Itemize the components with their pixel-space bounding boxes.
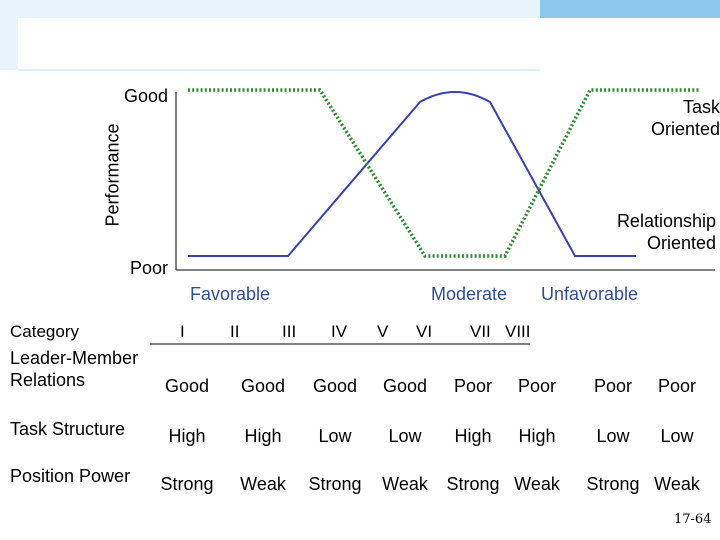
octant-label: IV	[331, 322, 348, 341]
y-tick-good: Good	[124, 86, 169, 106]
octant-label: VIII	[505, 322, 531, 341]
table-cell: Weak	[514, 474, 560, 494]
table-cell: Poor	[593, 376, 633, 396]
table-cell: High	[454, 426, 492, 446]
table-cell: Low	[596, 426, 630, 446]
table-cell: Good	[164, 376, 210, 396]
relationship-oriented-line	[188, 88, 700, 258]
table-cell: High	[168, 426, 206, 446]
table-cell: Poor	[453, 376, 493, 396]
y-tick-poor: Poor	[130, 258, 169, 278]
table-cell: Weak	[240, 474, 286, 494]
table-cell: Strong	[446, 474, 500, 494]
table-cell: Low	[388, 426, 422, 446]
corner-decoration	[0, 0, 720, 71]
table-cell: Good	[240, 376, 286, 396]
series-label-task: Task Oriented	[620, 96, 720, 140]
series-label-task-text: Task Oriented	[650, 97, 720, 139]
series-label-relationship: Relationship Oriented	[580, 210, 716, 254]
octant-label: III	[282, 322, 297, 341]
octant-label: II	[230, 322, 240, 341]
x-label-moderate: Moderate	[431, 284, 508, 304]
row-label-leader-member-2: Relations	[10, 370, 86, 390]
slide-number: 17-64	[674, 512, 712, 527]
table-cell: High	[244, 426, 282, 446]
x-label-favorable: Favorable	[190, 284, 271, 304]
task-oriented-line	[188, 91, 636, 257]
row-label-task-structure: Task Structure	[10, 419, 126, 439]
table-cell: High	[518, 426, 556, 446]
octant-label: V	[377, 322, 389, 341]
table-cell: Weak	[654, 474, 700, 494]
row-label-leader-member-1: Leader-Member	[10, 348, 139, 368]
table-cell: Strong	[160, 474, 214, 494]
table-cell: Good	[382, 376, 428, 396]
table-cell: Low	[660, 426, 694, 446]
x-label-unfavorable: Unfavorable	[541, 284, 639, 304]
table-cell: Weak	[382, 474, 428, 494]
octant-label: VII	[470, 322, 491, 341]
row-label-position-power: Position Power	[10, 466, 131, 486]
table-cell: Poor	[657, 376, 697, 396]
table-cell: Poor	[517, 376, 557, 396]
table-cell: Low	[318, 426, 352, 446]
table-header-category: Category	[10, 322, 79, 341]
octant-label: VI	[416, 322, 433, 341]
octant-label: I	[180, 322, 185, 341]
table-cell: Good	[312, 376, 358, 396]
series-label-relationship-text: Relationship Oriented	[616, 211, 716, 253]
table-cell: Strong	[586, 474, 640, 494]
table-cell: Strong	[308, 474, 362, 494]
y-axis-label: Performance	[102, 123, 123, 227]
